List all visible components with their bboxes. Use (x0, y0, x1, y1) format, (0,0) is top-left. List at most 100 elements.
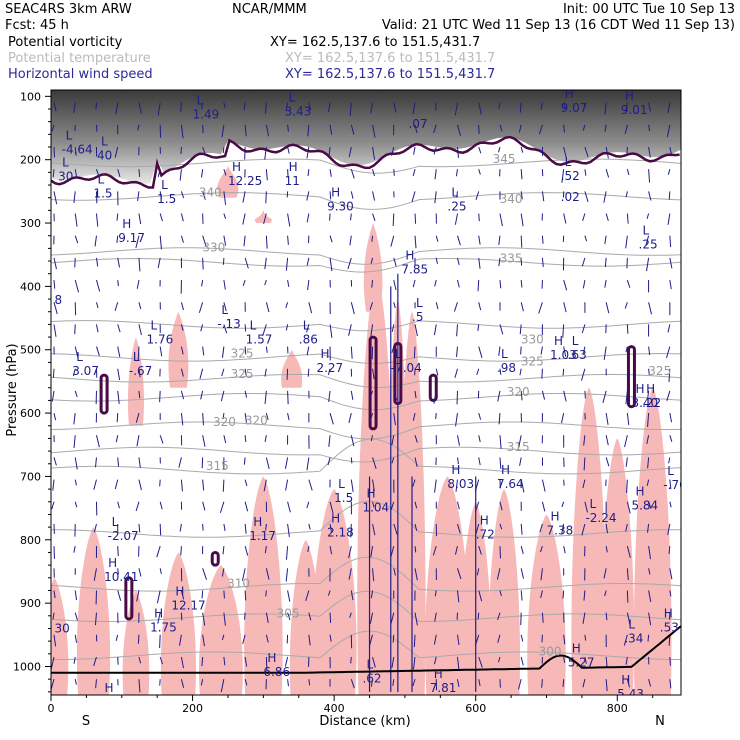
wind-vector (584, 146, 589, 158)
low-marker: L (572, 334, 579, 348)
wind-vector (202, 413, 205, 426)
wind-vector (433, 146, 437, 155)
wind-vector (540, 102, 543, 110)
wind-vector (329, 213, 331, 221)
wind-vector (264, 435, 267, 442)
wind-vector (581, 523, 586, 536)
wind-vector (265, 235, 268, 249)
wind-vector (433, 390, 437, 404)
wind-vector (582, 124, 586, 131)
wind-vector (647, 634, 650, 642)
wind-vector (541, 479, 546, 492)
wind-vectors (51, 102, 673, 693)
wind-speed-blob (527, 514, 566, 695)
wind-vector (605, 413, 609, 425)
low-marker: L (112, 515, 119, 529)
wind-vector (582, 102, 586, 112)
wind-vector (454, 546, 458, 555)
wind-vector (306, 146, 310, 159)
wind-vector (287, 390, 289, 405)
wind-vector (53, 457, 57, 466)
x-tick-label: 200 (182, 702, 203, 715)
wind-vector (307, 124, 310, 137)
wind-vector (265, 656, 268, 671)
wind-vector (520, 302, 524, 312)
wind-vector (138, 169, 141, 177)
field-pv-xy: XY= 162.5,137.6 to 151.5,431.7 (270, 35, 480, 50)
wind-vector (499, 523, 503, 530)
wind-vector (157, 612, 161, 624)
endpoint-left-label: S (82, 714, 90, 729)
extremum-value: 2.18 (327, 526, 354, 540)
wind-vector (626, 546, 631, 558)
wind-vector (541, 612, 544, 623)
wind-vector (285, 302, 289, 308)
wind-vector (498, 146, 501, 153)
wind-vector (244, 656, 248, 667)
wind-vector (626, 568, 629, 581)
low-marker: L (565, 155, 572, 169)
wind-vector (584, 501, 588, 513)
wind-vector (285, 102, 289, 112)
wind-vector (287, 146, 290, 154)
wind-vector (306, 191, 310, 201)
wind-vector (265, 191, 267, 204)
wind-vector (625, 235, 628, 249)
wind-vector (519, 324, 522, 335)
wind-vector (223, 213, 227, 219)
wind-vector (348, 568, 352, 580)
y-tick-label: 500 (20, 344, 41, 357)
wind-vector (625, 191, 628, 198)
wind-vector (393, 523, 398, 535)
wind-vector (308, 634, 311, 646)
extremum-value: 40 (97, 149, 112, 163)
wind-speed-blob (244, 476, 283, 695)
wind-vector (306, 346, 310, 356)
wind-vector (244, 679, 248, 686)
wind-vector (329, 612, 332, 623)
wind-vector (370, 679, 374, 687)
wind-vector (370, 257, 374, 264)
theta-contour (51, 257, 681, 273)
wind-vector (393, 368, 396, 377)
wind-vector (626, 679, 631, 688)
wind-vector (584, 169, 587, 176)
wind-vector (478, 656, 483, 668)
wind-vector (669, 412, 673, 423)
wind-vector (116, 413, 119, 423)
theta-contour (51, 352, 681, 364)
extremum-value: 1.5 (157, 192, 176, 206)
terrain-profile (51, 625, 681, 674)
high-marker: H (331, 512, 340, 526)
wind-vector (520, 568, 524, 579)
wind-vector (541, 501, 546, 512)
low-marker: L (289, 90, 296, 104)
extremum-value: 1.76 (147, 332, 174, 346)
wind-vector (390, 545, 395, 557)
pv-contour-blob (210, 550, 220, 567)
wind-vector (478, 257, 481, 269)
low-marker: L (151, 318, 158, 332)
wind-vector (563, 656, 566, 663)
wind-vector (412, 102, 416, 115)
wind-vector (538, 302, 543, 314)
wind-vector (456, 590, 460, 603)
wind-vector (668, 191, 671, 200)
wind-vector (117, 590, 122, 601)
wind-vector (262, 324, 267, 337)
wind-vector (201, 169, 204, 178)
wind-vector (605, 213, 609, 221)
wind-vector (369, 302, 374, 310)
wind-vector (202, 146, 206, 156)
wind-vector (583, 590, 586, 601)
wind-vector (350, 390, 354, 400)
extremum-value: 30 (58, 170, 73, 184)
wind-vector (328, 390, 331, 403)
wind-vector (392, 679, 395, 686)
wind-vector (414, 568, 418, 581)
wind-vector (541, 368, 543, 379)
wind-vector (223, 302, 227, 312)
y-tick-label: 300 (20, 217, 41, 230)
wind-vector (414, 213, 417, 224)
